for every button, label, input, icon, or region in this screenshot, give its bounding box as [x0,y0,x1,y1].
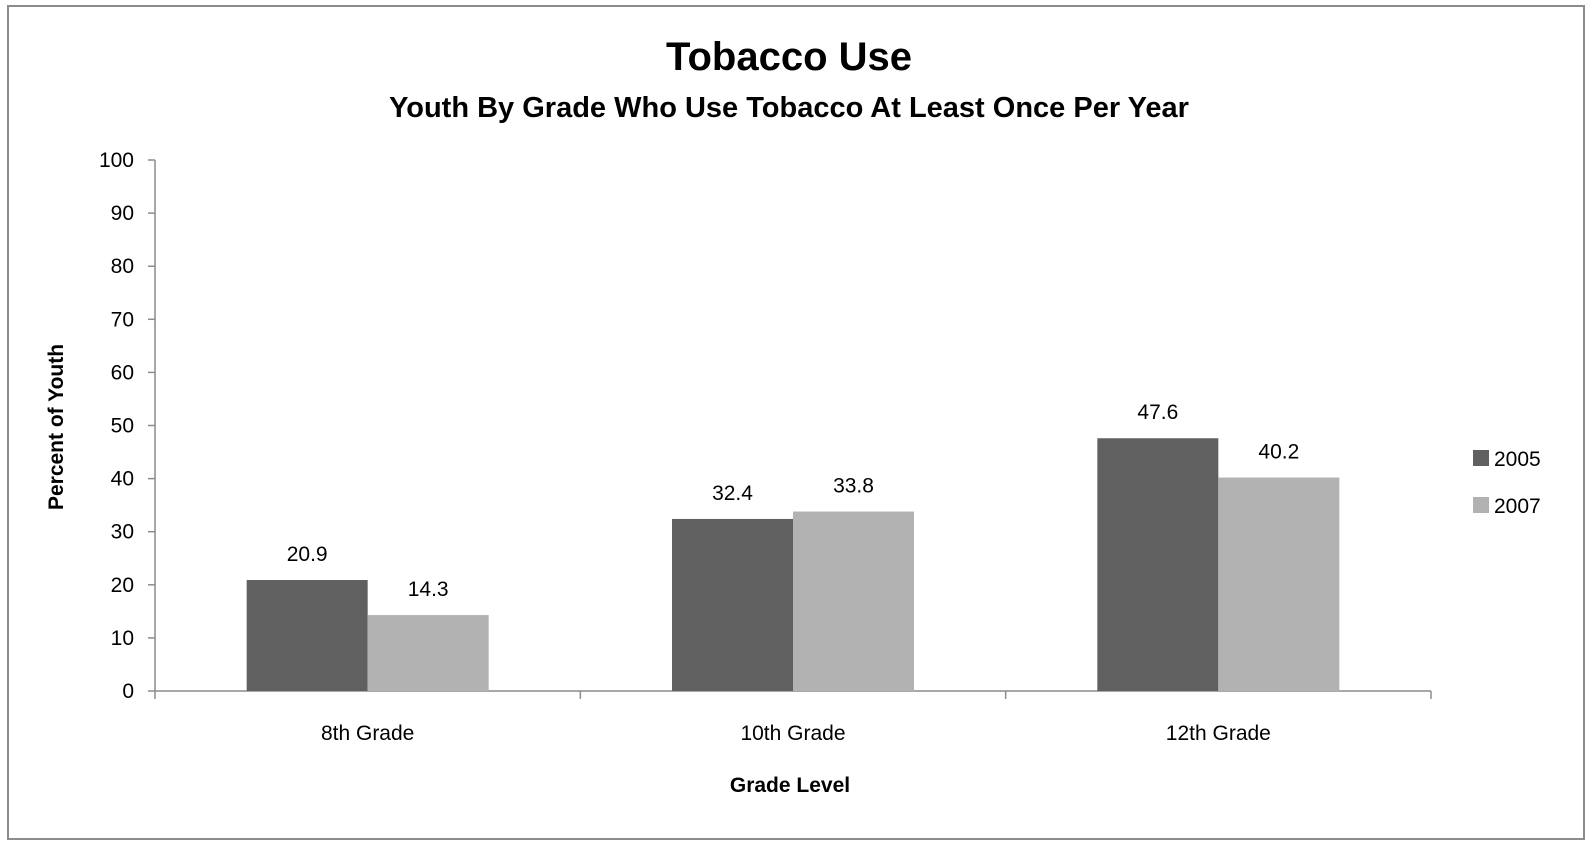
y-tick-label: 90 [111,202,134,225]
y-tick-label: 20 [111,574,134,597]
data-labels-group: 20.9 14.3 32.4 33.8 47.6 40.2 [287,401,1300,601]
legend-swatch-2007 [1473,497,1489,513]
y-tick-label: 60 [111,361,134,384]
legend-label-2005: 2005 [1494,448,1541,471]
bar-2005-3 [1097,438,1219,691]
bar-2007-3 [1218,477,1340,691]
legend: 2005 2007 [1473,448,1541,518]
chart-title: Tobacco Use [666,35,912,79]
bar-2007-2 [793,511,914,691]
chart-subtitle: Youth By Grade Who Use Tobacco At Least … [389,92,1189,124]
x-axis-title: Grade Level [730,774,850,797]
data-label: 40.2 [1258,441,1299,464]
x-tick-label: 10th Grade [740,722,845,745]
y-tick-label: 0 [122,680,134,703]
y-tick-label: 50 [111,415,134,438]
y-axis-title: Percent of Youth [45,344,68,510]
chart-frame [7,5,1585,840]
legend-label-2007: 2007 [1494,495,1541,518]
x-tick-label: 8th Grade [321,722,414,745]
x-tick-label: 12th Grade [1166,722,1271,745]
bar-2007-1 [367,615,489,691]
y-tick-label: 10 [111,627,134,650]
y-axis: 0 10 20 30 40 50 60 70 80 90 100 [99,149,156,703]
y-tick-label: 100 [99,149,134,172]
data-label: 47.6 [1137,401,1178,424]
y-tick-label: 40 [111,468,134,491]
bar-2005-2 [672,518,793,691]
y-tick-label: 80 [111,255,134,278]
bars-group [246,438,1340,691]
x-axis: 8th Grade 10th Grade 12th Grade [154,690,1432,745]
data-label: 32.4 [712,482,753,505]
legend-swatch-2005 [1473,450,1489,466]
bar-2005-1 [246,580,368,691]
data-label: 33.8 [833,475,874,498]
data-label: 14.3 [408,578,449,601]
data-label: 20.9 [287,543,328,566]
y-tick-label: 70 [111,308,134,331]
y-tick-label: 30 [111,521,134,544]
